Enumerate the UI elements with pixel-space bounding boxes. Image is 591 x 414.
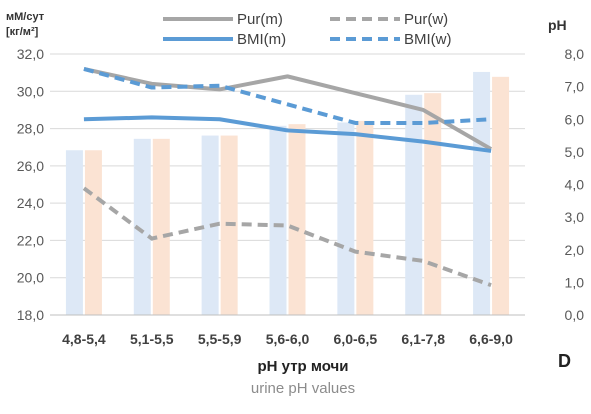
bar (492, 76, 510, 316)
right-axis-label: pH (548, 17, 567, 33)
legend-label: Pur(m) (237, 11, 283, 28)
left-tick-label: 30,0 (17, 83, 44, 99)
x-axis-title: pH утр мочи (258, 358, 349, 375)
bar (356, 120, 374, 315)
bar (133, 138, 151, 315)
x-axis-subtitle: urine pH values (251, 380, 355, 397)
bar (152, 138, 170, 315)
bar (424, 93, 442, 316)
x-tick-label: 6,6-9,0 (469, 331, 513, 347)
left-axis-label-line1: мМ/сут (6, 11, 45, 23)
bar (405, 94, 423, 315)
right-tick-label: 8,0 (565, 46, 585, 62)
x-tick-label: 5,6-6,0 (266, 331, 310, 347)
legend: Pur(m) Pur(w) BMI(m) BMI(w) (163, 11, 452, 48)
series-line (83, 115, 492, 153)
bar (269, 125, 287, 316)
bar (473, 71, 491, 315)
right-tick-label: 1,0 (565, 274, 585, 290)
left-tick-label: 20,0 (17, 270, 44, 286)
right-tick-label: 4,0 (565, 177, 585, 193)
left-tick-label: 24,0 (17, 195, 44, 211)
x-tick-label: 6,1-7,8 (401, 331, 445, 347)
left-axis-label-line2: [кг/м²] (6, 26, 39, 38)
left-tick-label: 22,0 (17, 232, 44, 248)
legend-label: BMI(m) (237, 31, 286, 48)
right-tick-label: 0,0 (565, 307, 585, 323)
bar (84, 150, 102, 315)
left-tick-label: 32,0 (17, 46, 44, 62)
right-tick-label: 7,0 (565, 79, 585, 95)
x-tick-label: 5,5-5,9 (198, 331, 242, 347)
right-tick-label: 2,0 (565, 242, 585, 258)
bar (288, 124, 306, 315)
legend-label: Pur(w) (404, 11, 448, 28)
left-tick-label: 18,0 (17, 307, 44, 323)
right-tick-label: 3,0 (565, 209, 585, 225)
right-tick-label: 5,0 (565, 144, 585, 160)
panel-label: D (558, 351, 571, 371)
series-line (83, 66, 492, 125)
left-tick-label: 28,0 (17, 121, 44, 137)
series-line (83, 66, 493, 151)
bar (337, 122, 355, 315)
bar (65, 150, 83, 315)
series-line (82, 186, 492, 288)
x-tick-label: 4,8-5,4 (62, 331, 106, 347)
plot-area: 18,0 20,0 22,0 24,0 26,0 28,0 30,0 32,0 0,0 1,0 2,… (17, 46, 584, 347)
x-tick-label: 5,1-5,5 (130, 331, 174, 347)
right-tick-label: 6,0 (565, 111, 585, 127)
left-tick-label: 26,0 (17, 158, 44, 174)
legend-label: BMI(w) (404, 31, 452, 48)
x-tick-label: 6,0-6,5 (334, 331, 378, 347)
